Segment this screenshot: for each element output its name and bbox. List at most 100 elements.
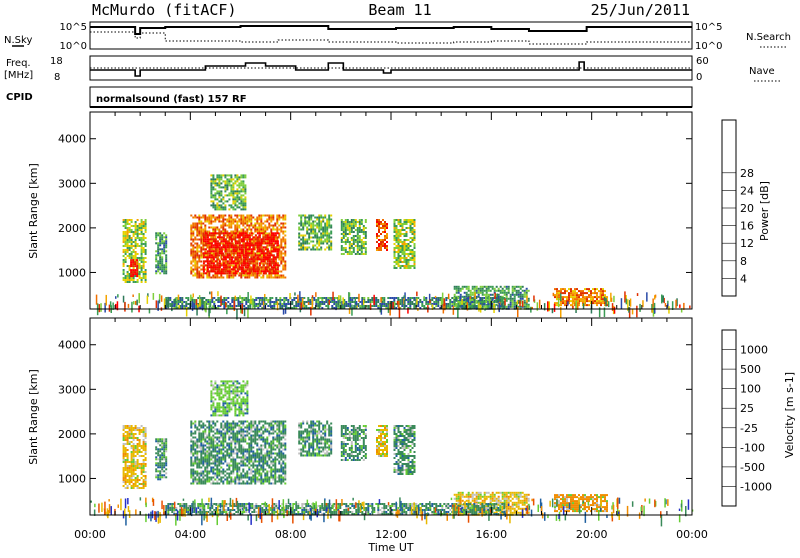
noise-speck [663, 295, 665, 302]
data-cell [323, 297, 325, 299]
data-cell [256, 265, 258, 267]
data-cell [280, 277, 282, 279]
data-cell [219, 272, 221, 274]
data-cell [194, 247, 196, 249]
data-cell [382, 241, 384, 243]
data-cell [266, 245, 268, 247]
data-cell [145, 427, 147, 429]
data-cell [135, 251, 137, 253]
data-cell [271, 232, 273, 234]
noise-speck [308, 302, 310, 305]
data-cell [572, 294, 574, 296]
data-cell [240, 259, 242, 261]
data-cell [343, 233, 345, 235]
data-patch [155, 232, 167, 274]
data-cell [229, 305, 231, 307]
data-cell [402, 241, 404, 243]
data-cell [242, 176, 244, 178]
data-cell [347, 225, 349, 227]
data-cell [359, 225, 361, 227]
data-cell [269, 244, 271, 246]
data-cell [127, 255, 129, 257]
data-cell [198, 273, 200, 275]
data-cell [220, 225, 222, 227]
data-cell [304, 249, 306, 251]
data-cell [130, 275, 132, 277]
data-cell [407, 303, 409, 305]
data-cell [145, 453, 147, 455]
data-cell [270, 229, 272, 231]
data-cell [260, 277, 262, 279]
data-cell [284, 261, 286, 263]
data-cell [253, 256, 255, 258]
data-cell [314, 233, 316, 235]
data-cell [143, 445, 145, 447]
data-cell [431, 299, 433, 301]
data-cell [206, 221, 208, 223]
noise-speck [303, 305, 305, 308]
data-cell [218, 215, 220, 217]
data-cell [139, 427, 141, 429]
data-cell [512, 300, 514, 302]
data-cell [243, 264, 245, 266]
data-cell [227, 264, 229, 266]
data-cell [129, 281, 131, 283]
data-cell [330, 249, 332, 251]
data-cell [220, 198, 222, 200]
data-cell [359, 235, 361, 237]
data-cell [400, 225, 402, 227]
data-cell [203, 234, 205, 236]
data-cell [215, 268, 217, 270]
data-cell [237, 268, 239, 270]
data-cell [208, 217, 210, 219]
data-cell [231, 258, 233, 260]
data-cell [247, 262, 249, 264]
data-cell [246, 269, 248, 271]
data-cell [241, 234, 243, 236]
data-cell [214, 192, 216, 194]
data-cell [125, 237, 127, 239]
data-cell [123, 445, 125, 447]
data-cell [256, 277, 258, 279]
data-cell [266, 275, 268, 277]
noise-speck [442, 293, 444, 304]
data-cell [198, 255, 200, 257]
data-cell [408, 261, 410, 263]
data-cell [310, 231, 312, 233]
data-cell [137, 437, 139, 439]
data-cell [586, 298, 588, 300]
data-cell [512, 290, 514, 292]
data-cell [500, 290, 502, 292]
noise-speck [117, 294, 119, 297]
data-cell [211, 266, 213, 268]
data-cell [398, 229, 400, 231]
data-cell [159, 462, 161, 464]
data-cell [245, 264, 247, 266]
data-cell [226, 200, 228, 202]
data-cell [310, 217, 312, 219]
data-cell [277, 268, 279, 270]
data-cell [249, 238, 251, 240]
data-cell [604, 294, 606, 296]
data-cell [212, 178, 214, 180]
data-cell [131, 219, 133, 221]
data-cell [314, 235, 316, 237]
data-cell [402, 227, 404, 229]
data-cell [230, 192, 232, 194]
data-cell [343, 235, 345, 237]
data-cell [259, 244, 261, 246]
data-cell [394, 247, 396, 249]
data-cell [141, 463, 143, 465]
data-cell [203, 270, 205, 272]
data-cell [135, 449, 137, 451]
data-cell [133, 235, 135, 237]
data-cell [212, 221, 214, 223]
data-cell [228, 184, 230, 186]
data-cell [139, 223, 141, 225]
data-cell [280, 247, 282, 249]
data-cell [257, 266, 259, 268]
data-cell [129, 247, 131, 249]
data-cell [412, 259, 414, 261]
data-cell [236, 174, 238, 176]
data-cell [129, 237, 131, 239]
